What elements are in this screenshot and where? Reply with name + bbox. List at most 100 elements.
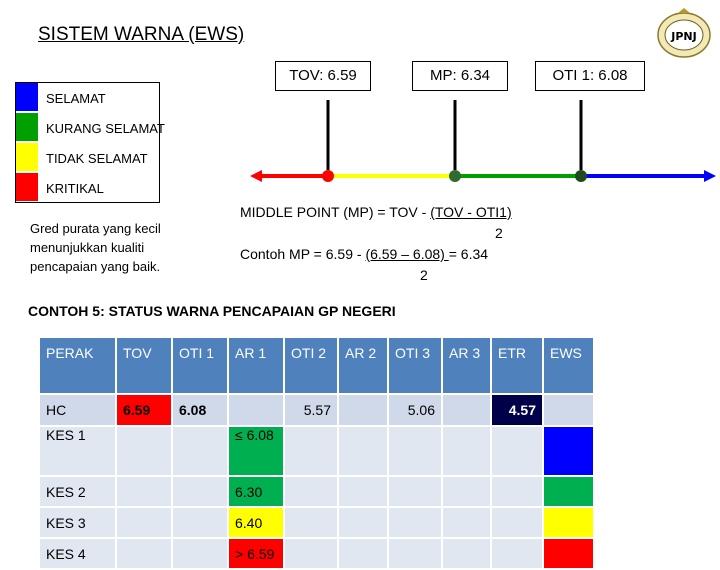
legend-swatch-red bbox=[16, 173, 38, 201]
formula-denominator: 2 bbox=[495, 225, 503, 241]
row-label: HC bbox=[38, 393, 117, 427]
empty-cell bbox=[115, 537, 173, 570]
header-cell: ETR bbox=[490, 336, 544, 395]
row-label: KES 4 bbox=[38, 537, 117, 570]
etr-cell: 4.57 bbox=[490, 393, 544, 427]
empty-cell bbox=[171, 475, 229, 508]
section-title: CONTOH 5: STATUS WARNA PENCAPAIAN GP NEG… bbox=[28, 303, 396, 319]
oti3-cell: 5.06 bbox=[387, 393, 443, 427]
row-label: KES 3 bbox=[38, 506, 117, 539]
empty-cell bbox=[115, 425, 173, 477]
crest-logo: JPNJ bbox=[657, 8, 711, 58]
empty-cell bbox=[283, 475, 339, 508]
empty-cell bbox=[441, 425, 492, 477]
oti1-marker bbox=[575, 170, 587, 182]
header-cell: AR 2 bbox=[337, 336, 389, 395]
header-cell: OTI 2 bbox=[283, 336, 339, 395]
empty-cell bbox=[283, 425, 339, 477]
table-header-row: PERAK TOV OTI 1 AR 1 OTI 2 AR 2 OTI 3 AR… bbox=[38, 336, 595, 395]
tov-marker bbox=[322, 170, 334, 182]
legend-item-kurang-selamat: KURANG SELAMAT bbox=[16, 113, 165, 141]
legend-swatch-blue bbox=[16, 83, 38, 111]
ar1-cell: 6.40 bbox=[227, 506, 285, 539]
logo-text: JPNJ bbox=[670, 30, 696, 43]
row-label: KES 1 bbox=[38, 425, 117, 477]
table-row: KES 4 > 6.59 bbox=[38, 537, 595, 570]
table-row: KES 1 ≤ 6.08 bbox=[38, 425, 595, 477]
ar2-cell bbox=[337, 393, 389, 427]
empty-cell bbox=[387, 475, 443, 508]
empty-cell bbox=[171, 537, 229, 570]
header-cell: TOV bbox=[115, 336, 173, 395]
mp-callout: MP: 6.34 bbox=[412, 61, 508, 91]
formula-numerator: (TOV - OTI1) bbox=[430, 204, 512, 220]
oti1-callout: OTI 1: 6.08 bbox=[535, 61, 645, 91]
ar1-cell bbox=[227, 393, 285, 427]
empty-cell bbox=[490, 506, 544, 539]
legend-label: KURANG SELAMAT bbox=[46, 121, 165, 136]
ar3-cell bbox=[441, 393, 492, 427]
legend-item-selamat: SELAMAT bbox=[16, 83, 159, 111]
empty-cell bbox=[337, 425, 389, 477]
header-cell: AR 1 bbox=[227, 336, 285, 395]
empty-cell bbox=[115, 506, 173, 539]
ews-status-green bbox=[542, 475, 595, 508]
empty-cell bbox=[115, 475, 173, 508]
table-row: KES 2 6.30 bbox=[38, 475, 595, 508]
example-denominator: 2 bbox=[420, 267, 428, 283]
ar1-cell: > 6.59 bbox=[227, 537, 285, 570]
formula-prefix: MIDDLE POINT (MP) = TOV - bbox=[240, 204, 431, 220]
tov-callout: TOV: 6.59 bbox=[275, 61, 371, 91]
table-row: KES 3 6.40 bbox=[38, 506, 595, 539]
ar1-cell: 6.30 bbox=[227, 475, 285, 508]
color-scale-line bbox=[250, 100, 716, 182]
ar1-cell: ≤ 6.08 bbox=[227, 425, 285, 477]
oti2-cell: 5.57 bbox=[283, 393, 339, 427]
header-cell: PERAK bbox=[38, 336, 117, 395]
empty-cell bbox=[441, 537, 492, 570]
empty-cell bbox=[490, 537, 544, 570]
header-cell: AR 3 bbox=[441, 336, 492, 395]
legend-item-kritikal: KRITIKAL bbox=[16, 173, 159, 201]
legend-label: TIDAK SELAMAT bbox=[46, 151, 148, 166]
color-legend: SELAMAT KURANG SELAMAT TIDAK SELAMAT KRI… bbox=[15, 82, 165, 203]
ews-status-red bbox=[542, 537, 595, 570]
legend-label: KRITIKAL bbox=[46, 181, 104, 196]
empty-cell bbox=[337, 537, 389, 570]
oti1-cell: 6.08 bbox=[171, 393, 229, 427]
header-cell: OTI 1 bbox=[171, 336, 229, 395]
empty-cell bbox=[387, 506, 443, 539]
empty-cell bbox=[387, 425, 443, 477]
formula-line2: Contoh MP = 6.59 - (6.59 – 6.08) = 6.34 bbox=[240, 246, 488, 262]
red-arrowhead bbox=[250, 170, 262, 182]
empty-cell bbox=[387, 537, 443, 570]
legend-swatch-green bbox=[16, 113, 38, 141]
empty-cell bbox=[490, 425, 544, 477]
header-cell: OTI 3 bbox=[387, 336, 443, 395]
empty-cell bbox=[441, 475, 492, 508]
example-result: = 6.34 bbox=[448, 246, 489, 262]
empty-cell bbox=[337, 475, 389, 508]
empty-cell bbox=[171, 506, 229, 539]
empty-cell bbox=[490, 475, 544, 508]
legend-swatch-yellow bbox=[16, 143, 38, 171]
empty-cell bbox=[283, 537, 339, 570]
row-label: KES 2 bbox=[38, 475, 117, 508]
header-cell: EWS bbox=[542, 336, 595, 395]
empty-cell bbox=[171, 425, 229, 477]
mp-marker bbox=[449, 170, 461, 182]
ews-status-yellow bbox=[542, 506, 595, 539]
status-table: PERAK TOV OTI 1 AR 1 OTI 2 AR 2 OTI 3 AR… bbox=[38, 336, 595, 570]
grade-note: Gred purata yang kecil menunjukkan kuali… bbox=[30, 221, 161, 274]
example-numerator: (6.59 – 6.08) bbox=[365, 246, 449, 262]
formula-line1: MIDDLE POINT (MP) = TOV - (TOV - OTI1) bbox=[240, 204, 512, 220]
legend-label: SELAMAT bbox=[46, 91, 106, 106]
tov-cell: 6.59 bbox=[115, 393, 173, 427]
legend-item-tidak-selamat: TIDAK SELAMAT bbox=[16, 143, 159, 171]
empty-cell bbox=[337, 506, 389, 539]
example-prefix: Contoh MP = 6.59 - bbox=[240, 246, 366, 262]
ews-cell bbox=[542, 393, 595, 427]
empty-cell bbox=[283, 506, 339, 539]
empty-cell bbox=[441, 506, 492, 539]
blue-arrowhead bbox=[704, 170, 716, 182]
